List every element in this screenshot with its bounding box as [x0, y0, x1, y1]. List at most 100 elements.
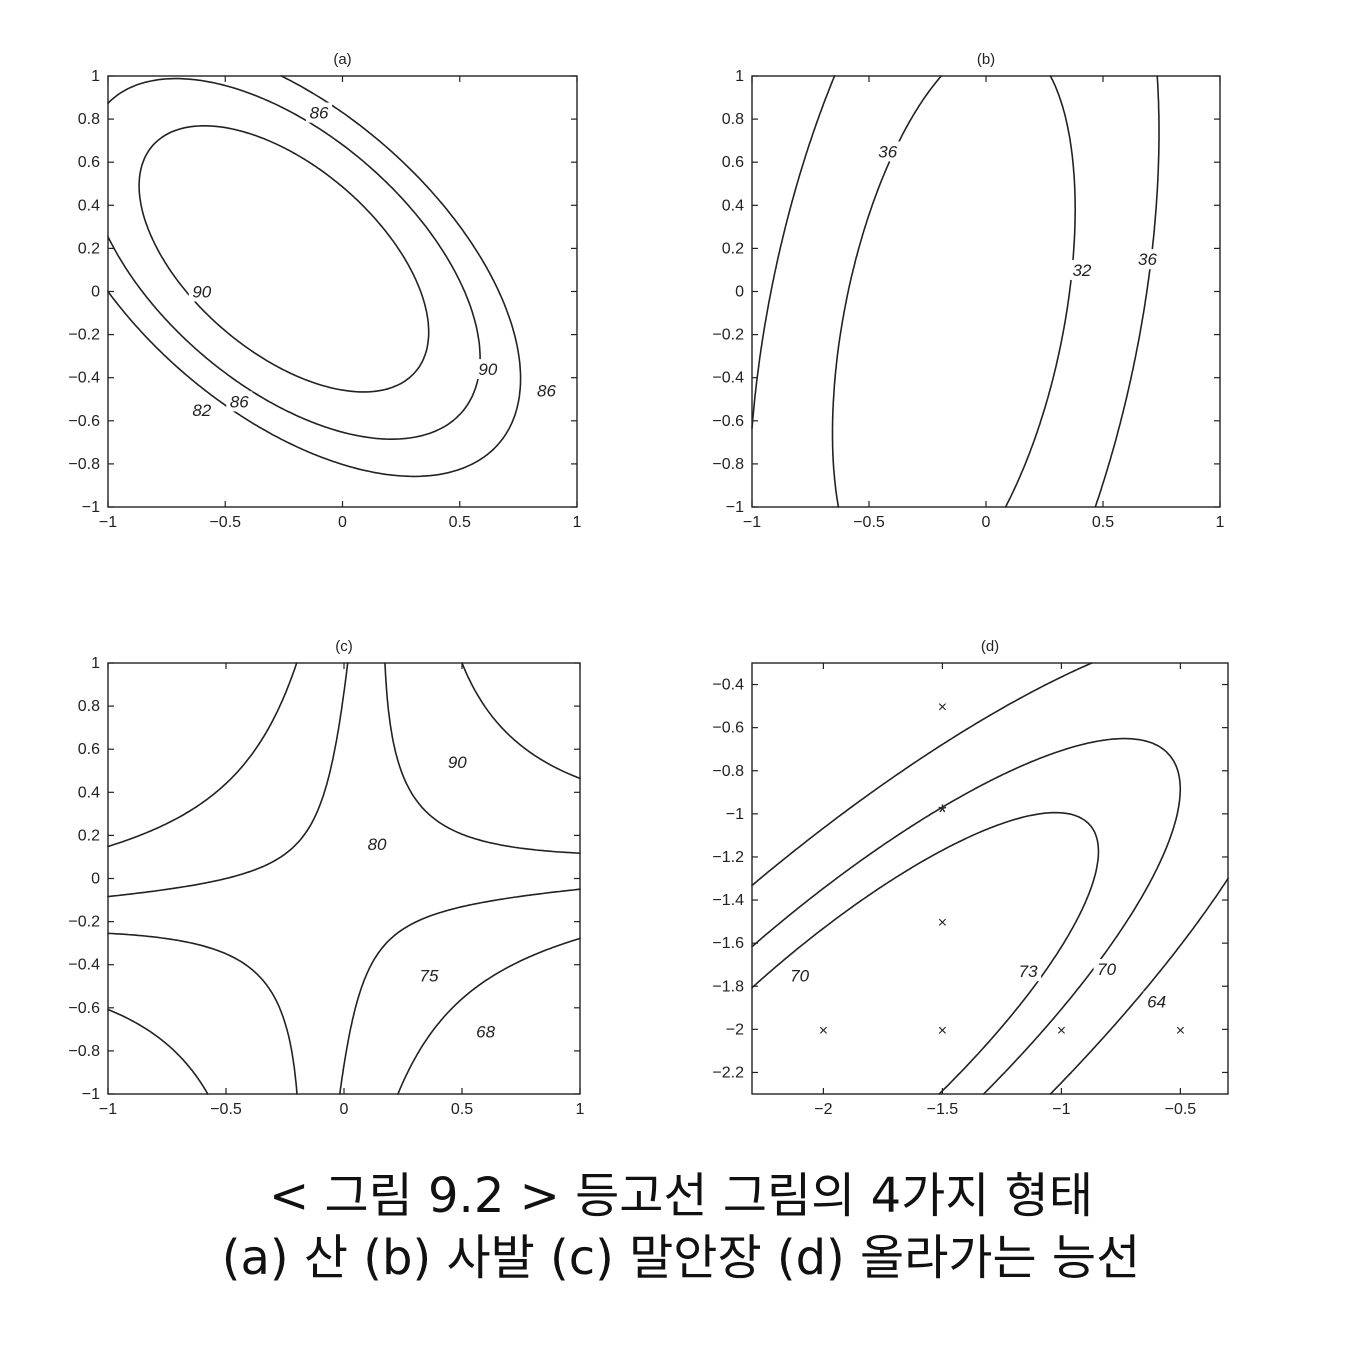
contour-plot-c: −1 −0.5 0 0.5 1 −1 −0.8 −0.6 −0.4 −0.2 0 0.2 0.4 0.6 0…: [68, 638, 584, 1118]
y-tick-label: 0.8: [722, 111, 744, 128]
contour-plot-b: −1 −0.5 0 0.5 1 −1 −0.8 −0.6 −0.4 −0.2 0 0.2 0.4 0.6 0…: [712, 51, 1224, 531]
y-tick-label: 1: [91, 68, 100, 85]
contour-label: 68: [476, 1023, 495, 1042]
y-tick-label: −1.8: [712, 978, 744, 995]
y-tick-label: −1: [82, 499, 100, 516]
axes-frame: [751, 662, 1229, 1095]
y-tick-label: −1.4: [712, 892, 744, 909]
y-tick-label: 0.2: [722, 240, 744, 257]
y-tick-label: 0.6: [78, 741, 100, 758]
y-tick-label: 0.2: [78, 827, 100, 844]
y-tick-label: 0: [91, 284, 100, 301]
data-marker: ×: [1057, 1022, 1066, 1039]
y-tick-label: 1: [735, 68, 744, 85]
x-tick-label: 0.5: [1092, 514, 1114, 531]
x-tick-label: 0.5: [449, 514, 471, 531]
x-tick-label: 1: [1216, 514, 1225, 531]
contour-label: 75: [419, 966, 438, 985]
x-tick-label: −1: [1052, 1101, 1070, 1118]
contour-lines: [107, 75, 522, 478]
contour-line-68: [107, 662, 581, 1095]
axes-frame: [107, 75, 578, 508]
contour-label-backing: [1134, 249, 1161, 270]
y-tick-label: −0.2: [68, 914, 100, 931]
contour-line-82: [107, 75, 522, 478]
x-tick-label: 0: [982, 514, 991, 531]
axes-frame: [751, 75, 1221, 508]
x-tick-label: −2: [814, 1101, 832, 1118]
y-tick-label: −0.2: [712, 327, 744, 344]
x-tick-label: −1: [99, 1101, 117, 1118]
x-tick-label: 0: [340, 1101, 349, 1118]
x-tick-label: 1: [573, 514, 582, 531]
caption-line-1: < 그림 9.2 > 등고선 그림의 4가지 형태: [268, 1168, 1094, 1224]
contour-label-backing: [188, 281, 215, 302]
y-tick-label: 0.6: [722, 154, 744, 171]
y-tick-label: −0.4: [68, 957, 100, 974]
contour-label-backing: [415, 965, 442, 986]
contour-label-backing: [364, 834, 391, 855]
data-marker: ×: [938, 699, 947, 716]
x-tick-label: −0.5: [1165, 1101, 1197, 1118]
contour-line-73: [751, 811, 1100, 1095]
y-tick-label: 1: [91, 655, 100, 672]
x-tick-label: −1: [99, 514, 117, 531]
y-tick-label: −0.6: [68, 1000, 100, 1017]
contour-line-86: [107, 77, 481, 440]
y-tick-label: 0.4: [78, 784, 100, 801]
contour-line-32: [831, 75, 1076, 508]
y-tick-label: 0: [91, 871, 100, 888]
contour-label: 86: [230, 392, 249, 411]
contour-label-backing: [786, 965, 813, 986]
x-tick-label: 0.5: [451, 1101, 473, 1118]
x-tick-label: 0: [338, 514, 347, 531]
contour-line-36: [751, 75, 1160, 508]
y-tick-label: 0.8: [78, 698, 100, 715]
contour-label: 90: [478, 360, 497, 379]
x-tick-label: −1: [743, 514, 761, 531]
contour-label-backing: [874, 141, 901, 162]
contour-label-backing: [1068, 259, 1095, 280]
contour-line-70: [751, 737, 1182, 1095]
contour-label: 90: [448, 753, 467, 772]
y-tick-label: 0.4: [78, 197, 100, 214]
contour-label: 90: [192, 283, 211, 302]
axes-frame: [107, 662, 581, 1095]
panel-title: (d): [981, 638, 999, 655]
contour-line-90: [138, 125, 430, 393]
contour-label: 32: [1072, 261, 1091, 280]
y-tick-label: −1: [726, 806, 744, 823]
data-marker: ×: [938, 915, 947, 932]
y-tick-label: −0.8: [712, 456, 744, 473]
y-tick-label: 0.8: [78, 111, 100, 128]
contour-label: 64: [1147, 992, 1166, 1011]
y-tick-label: −0.4: [712, 677, 744, 694]
contour-lines: [751, 75, 1160, 508]
contour-label-backing: [1015, 961, 1042, 982]
caption-line-2: (a) 산 (b) 사발 (c) 말안장 (d) 올라가는 능선: [221, 1230, 1141, 1286]
contour-line-90: [107, 662, 581, 1095]
y-tick-label: −0.2: [68, 327, 100, 344]
contour-label: 36: [1138, 250, 1157, 269]
x-tick-label: −1.5: [927, 1101, 959, 1118]
y-tick-label: −0.8: [712, 763, 744, 780]
y-tick-label: −2.2: [712, 1064, 744, 1081]
y-tick-label: −1: [726, 499, 744, 516]
contour-label: 70: [1097, 960, 1116, 979]
x-tick-label: −0.5: [209, 514, 241, 531]
contour-label-backing: [474, 359, 501, 380]
y-tick-label: 0.4: [722, 197, 744, 214]
x-tick-label: −0.5: [210, 1101, 242, 1118]
contour-label: 82: [192, 401, 211, 420]
y-tick-label: −1: [82, 1086, 100, 1103]
contour-label-backing: [226, 391, 253, 412]
contour-label-backing: [1143, 991, 1170, 1012]
y-tick-label: −0.8: [68, 456, 100, 473]
x-tick-label: 1: [576, 1101, 585, 1118]
panel-title: (a): [333, 51, 351, 68]
y-tick-label: −0.4: [712, 370, 744, 387]
y-tick-label: −0.8: [68, 1043, 100, 1060]
y-tick-label: −0.6: [68, 413, 100, 430]
y-tick-label: −0.4: [68, 370, 100, 387]
